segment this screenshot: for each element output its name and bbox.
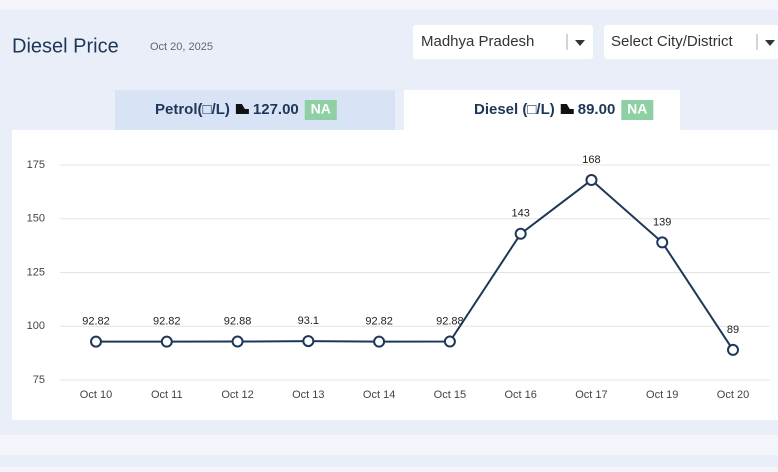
point bbox=[514, 227, 527, 240]
data-label: 92.88 bbox=[224, 315, 252, 327]
data-label: 143 bbox=[511, 208, 529, 220]
data-label: 93.1 bbox=[298, 315, 319, 327]
data-label: 168 bbox=[582, 154, 600, 166]
x-tick-label: Oct 12 bbox=[221, 389, 253, 401]
point bbox=[231, 335, 244, 348]
point bbox=[443, 335, 456, 348]
y-tick-label: 75 bbox=[33, 374, 45, 386]
tab-label: Diesel (□/L) bbox=[474, 101, 555, 118]
badge bbox=[621, 100, 654, 120]
caret bbox=[765, 40, 775, 46]
x-tick-label: Oct 14 bbox=[363, 389, 395, 401]
point bbox=[160, 335, 173, 348]
date: Oct 20, 2025 bbox=[150, 41, 213, 53]
badge-text: NA bbox=[627, 101, 647, 117]
rupee-icon bbox=[235, 104, 249, 114]
badge bbox=[304, 100, 337, 120]
tab-price: 127.00 bbox=[253, 101, 299, 118]
point bbox=[90, 335, 102, 348]
petrol-tab[interactable] bbox=[115, 90, 395, 130]
y-tick-label: 125 bbox=[27, 266, 45, 278]
city-select[interactable] bbox=[604, 25, 778, 59]
x-tick-label: Oct 16 bbox=[504, 389, 536, 401]
point bbox=[656, 236, 669, 249]
data-label: 89 bbox=[727, 324, 739, 336]
state-select[interactable] bbox=[413, 25, 593, 59]
state-text: Madhya Pradesh bbox=[421, 33, 534, 50]
x-tick-label: Oct 20 bbox=[717, 389, 749, 401]
point bbox=[373, 335, 386, 348]
x-tick-label: Oct 15 bbox=[434, 389, 466, 401]
data-label: 139 bbox=[653, 216, 671, 228]
rupee-icon bbox=[560, 104, 574, 114]
chart-area bbox=[12, 130, 778, 420]
line bbox=[96, 178, 734, 351]
x-tick-label: Oct 13 bbox=[292, 389, 324, 401]
y-tick-label: 150 bbox=[27, 213, 45, 225]
badge-text: NA bbox=[311, 101, 331, 117]
caret bbox=[575, 40, 585, 46]
next-card bbox=[0, 455, 778, 467]
y-tick-label: 175 bbox=[27, 159, 45, 171]
x-tick-label: Oct 19 bbox=[646, 389, 678, 401]
data-label: 92.82 bbox=[82, 316, 110, 328]
x-tick-label: Oct 11 bbox=[151, 389, 183, 401]
x-tick-label: Oct 10 bbox=[80, 389, 112, 401]
point bbox=[727, 343, 739, 356]
data-label: 92.82 bbox=[153, 316, 181, 328]
title: Diesel Price bbox=[12, 35, 119, 57]
point bbox=[585, 174, 598, 187]
tab-label: Petrol(□/L) bbox=[155, 101, 230, 118]
x-tick-label: Oct 17 bbox=[575, 389, 607, 401]
point bbox=[302, 335, 315, 348]
city-text: Select City/District bbox=[611, 33, 734, 50]
data-label: 92.82 bbox=[365, 316, 393, 328]
data-label: 92.88 bbox=[436, 315, 464, 327]
tab-price: 89.00 bbox=[578, 101, 616, 118]
y-tick-label: 100 bbox=[27, 320, 45, 332]
